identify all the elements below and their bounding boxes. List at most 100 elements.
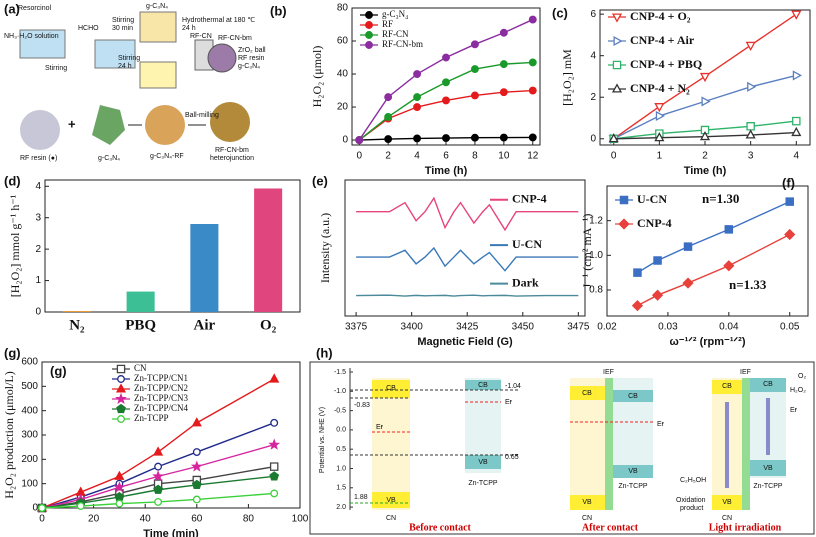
text: CB bbox=[478, 382, 488, 389]
marker bbox=[747, 81, 757, 92]
marker bbox=[699, 72, 711, 83]
legend-label: CNP-4 + PBQ bbox=[630, 57, 702, 71]
text: 30 min bbox=[112, 25, 133, 32]
panel-label: (c) bbox=[552, 5, 568, 20]
text: VB bbox=[478, 459, 488, 466]
x-tick-label: 2 bbox=[702, 151, 708, 162]
text: H₂O₂ bbox=[790, 387, 806, 394]
y-tick-label: 0.8 bbox=[589, 285, 603, 296]
text: g-C₃N₄ bbox=[146, 3, 168, 10]
vb bbox=[372, 492, 410, 508]
vb bbox=[712, 495, 742, 510]
cb bbox=[570, 386, 605, 400]
gcn-rf bbox=[145, 105, 185, 145]
text: 24 h bbox=[182, 25, 196, 32]
ball-mill bbox=[207, 43, 237, 73]
marker bbox=[784, 228, 796, 241]
marker bbox=[608, 133, 619, 143]
marker bbox=[528, 86, 537, 95]
marker bbox=[154, 497, 163, 506]
x-tick-label: 20 bbox=[88, 514, 100, 525]
vb bbox=[613, 465, 653, 478]
x-tick-label: 0.02 bbox=[597, 322, 617, 333]
marker bbox=[792, 70, 802, 81]
x-axis-label: ω⁻¹ᐟ² (rpm⁻¹ᐟ²) bbox=[669, 336, 745, 348]
marker bbox=[413, 93, 422, 102]
marker bbox=[633, 268, 642, 277]
legend-label: Zn-TCPP bbox=[134, 413, 169, 423]
marker bbox=[746, 122, 755, 131]
caption: Light irradiation bbox=[709, 522, 782, 533]
marker bbox=[613, 35, 623, 47]
heterojunction bbox=[210, 102, 250, 142]
marker bbox=[442, 96, 450, 105]
marker bbox=[117, 375, 125, 383]
legend-label: U-CN bbox=[512, 237, 542, 251]
y-axis-label: [H₂O₂] mmol g⁻¹ h⁻¹ bbox=[8, 194, 22, 297]
marker bbox=[365, 21, 373, 29]
marker bbox=[154, 462, 163, 471]
legend-label: Zn-TCPP/CN4 bbox=[134, 403, 189, 413]
text: g-C₃N₄-RF bbox=[150, 153, 184, 160]
series-line bbox=[41, 444, 275, 509]
axis-tick-label: 1.5 bbox=[336, 485, 346, 492]
x-tick-label: 4 bbox=[414, 151, 420, 162]
panel-label: (h) bbox=[316, 345, 333, 360]
marker bbox=[153, 446, 164, 456]
y-tick-label: 1.0 bbox=[589, 250, 603, 261]
axis-tick-label: -1.0 bbox=[334, 388, 346, 395]
legend-label: g-C₃N₄ bbox=[382, 9, 408, 19]
beaker bbox=[19, 29, 66, 59]
legend-label: RF-CN bbox=[382, 29, 409, 39]
text: g-C₃N₄ bbox=[238, 63, 260, 70]
marker bbox=[365, 41, 373, 49]
axis-tick-label: -1.5 bbox=[334, 369, 346, 376]
annotation: n=1.30 bbox=[702, 191, 739, 206]
text: VB bbox=[763, 465, 773, 472]
y-tick-label: 40 bbox=[337, 69, 349, 80]
marker bbox=[115, 499, 124, 508]
marker bbox=[269, 471, 280, 481]
text: CB bbox=[722, 383, 732, 390]
marker bbox=[269, 373, 280, 383]
legend-label: CNP-4 + Air bbox=[630, 33, 695, 47]
marker bbox=[442, 134, 450, 143]
x-tick-label: N₂ bbox=[69, 317, 85, 333]
marker bbox=[699, 131, 711, 141]
text: O₂ bbox=[798, 373, 806, 380]
y-tick-label: 2 bbox=[35, 244, 41, 255]
text: RF-CN-bm bbox=[215, 147, 249, 154]
marker bbox=[442, 53, 450, 62]
marker bbox=[470, 40, 479, 49]
y-axis-label: Intensity (a.u.) bbox=[318, 213, 332, 283]
marker bbox=[612, 60, 622, 70]
legend-label: CNP-4 bbox=[512, 191, 547, 205]
marker bbox=[38, 504, 46, 512]
vb bbox=[465, 455, 501, 469]
y-tick-label: 200 bbox=[21, 454, 38, 465]
marker bbox=[365, 11, 373, 19]
plot-frame bbox=[44, 179, 301, 313]
marker bbox=[651, 289, 664, 301]
marker bbox=[113, 481, 126, 493]
annotation: n=1.33 bbox=[729, 277, 767, 292]
plot-frame bbox=[606, 185, 809, 317]
bar bbox=[254, 188, 283, 312]
marker bbox=[611, 83, 623, 93]
x-tick-label: O₂ bbox=[260, 317, 277, 333]
x-tick-label: 6 bbox=[443, 151, 449, 162]
vb bbox=[750, 460, 786, 476]
x-tick-label: 2 bbox=[385, 151, 391, 162]
cb bbox=[750, 378, 786, 392]
marker bbox=[365, 31, 373, 39]
text: Eғ bbox=[376, 424, 384, 431]
text: RF-CN-bm bbox=[218, 35, 252, 42]
text: -1.04 bbox=[505, 383, 521, 390]
marker bbox=[619, 195, 629, 205]
marker bbox=[384, 112, 393, 121]
text: Zn-TCPP bbox=[468, 480, 498, 487]
legend-label: Zn-TCPP/CN2 bbox=[134, 383, 188, 393]
series-line bbox=[356, 196, 579, 232]
ief bbox=[605, 378, 613, 510]
text: Eғ bbox=[657, 421, 665, 428]
